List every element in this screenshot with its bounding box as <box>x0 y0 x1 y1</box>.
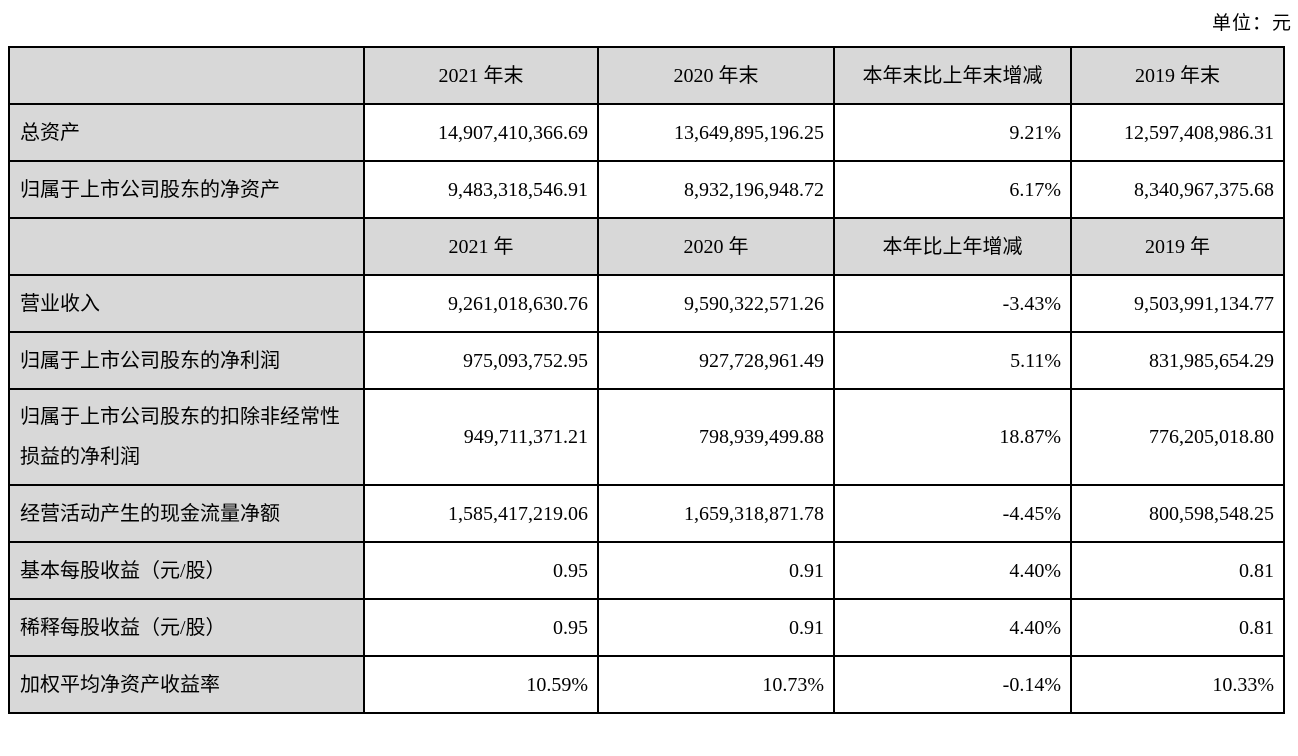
value-cell: 0.81 <box>1070 598 1285 657</box>
value-cell: 8,340,967,375.68 <box>1070 160 1285 219</box>
row-label-cell: 归属于上市公司股东的净利润 <box>8 331 365 390</box>
value-cell: 0.91 <box>597 598 835 657</box>
value-cell: 10.59% <box>363 655 599 714</box>
row-label-cell: 归属于上市公司股东的扣除非经常性损益的净利润 <box>8 388 365 486</box>
row-label-cell: 基本每股收益（元/股） <box>8 541 365 600</box>
column-header-cell: 2019 年末 <box>1070 46 1285 105</box>
table-row: 营业收入 9,261,018,630.76 9,590,322,571.26 -3.4… <box>8 274 1285 333</box>
table-row: 经营活动产生的现金流量净额 1,585,417,219.06 1,659,318,8… <box>8 484 1285 543</box>
value-cell: 1,585,417,219.06 <box>363 484 599 543</box>
corner-cell <box>8 46 365 105</box>
value-cell: 0.95 <box>363 541 599 600</box>
value-cell: 9,590,322,571.26 <box>597 274 835 333</box>
value-cell: 776,205,018.80 <box>1070 388 1285 486</box>
value-cell: 4.40% <box>833 598 1072 657</box>
value-cell: 0.95 <box>363 598 599 657</box>
value-cell: -3.43% <box>833 274 1072 333</box>
column-header-cell: 2021 年末 <box>363 46 599 105</box>
unit-label: 单位：元 <box>1211 13 1292 34</box>
row-label-cell: 加权平均净资产收益率 <box>8 655 365 714</box>
value-cell: 927,728,961.49 <box>597 331 835 390</box>
table-row: 加权平均净资产收益率 10.59% 10.73% -0.14% 10.33% <box>8 655 1285 714</box>
row-label-cell: 稀释每股收益（元/股） <box>8 598 365 657</box>
value-cell: 1,659,318,871.78 <box>597 484 835 543</box>
row-label-cell: 经营活动产生的现金流量净额 <box>8 484 365 543</box>
column-header-cell: 2019 年 <box>1070 217 1285 276</box>
table-row: 稀释每股收益（元/股） 0.95 0.91 4.40% 0.81 <box>8 598 1285 657</box>
value-cell: 9.21% <box>833 103 1072 162</box>
table-row: 归属于上市公司股东的扣除非经常性损益的净利润 949,711,371.21 798,… <box>8 388 1285 486</box>
value-cell: 975,093,752.95 <box>363 331 599 390</box>
value-cell: 798,939,499.88 <box>597 388 835 486</box>
value-cell: 14,907,410,366.69 <box>363 103 599 162</box>
value-cell: 9,503,991,134.77 <box>1070 274 1285 333</box>
value-cell: 0.81 <box>1070 541 1285 600</box>
row-label-cell: 归属于上市公司股东的净资产 <box>8 160 365 219</box>
value-cell: 4.40% <box>833 541 1072 600</box>
table-row: 总资产 14,907,410,366.69 13,649,895,196.25 9.2… <box>8 103 1285 162</box>
value-cell: 831,985,654.29 <box>1070 331 1285 390</box>
value-cell: -0.14% <box>833 655 1072 714</box>
value-cell: 8,932,196,948.72 <box>597 160 835 219</box>
financial-summary-table-body: 2021 年末 2020 年末 本年末比上年末增减 2019 年末 总资产 14,907,… <box>8 46 1285 714</box>
table-header-row: 2021 年末 2020 年末 本年末比上年末增减 2019 年末 <box>8 46 1285 105</box>
table-row: 归属于上市公司股东的净资产 9,483,318,546.91 8,932,196,9… <box>8 160 1285 219</box>
value-cell: 10.73% <box>597 655 835 714</box>
corner-cell <box>8 217 365 276</box>
column-header-cell: 本年比上年增减 <box>833 217 1072 276</box>
value-cell: 5.11% <box>833 331 1072 390</box>
table-row: 基本每股收益（元/股） 0.95 0.91 4.40% 0.81 <box>8 541 1285 600</box>
value-cell: 800,598,548.25 <box>1070 484 1285 543</box>
value-cell: 13,649,895,196.25 <box>597 103 835 162</box>
row-label-cell: 营业收入 <box>8 274 365 333</box>
row-label-cell: 总资产 <box>8 103 365 162</box>
value-cell: 9,261,018,630.76 <box>363 274 599 333</box>
table-header-row: 2021 年 2020 年本年比上年增减 2019 年 <box>8 217 1285 276</box>
column-header-cell: 本年末比上年末增减 <box>833 46 1072 105</box>
value-cell: 10.33% <box>1070 655 1285 714</box>
value-cell: 18.87% <box>833 388 1072 486</box>
column-header-cell: 2021 年 <box>363 217 599 276</box>
value-cell: 9,483,318,546.91 <box>363 160 599 219</box>
column-header-cell: 2020 年末 <box>597 46 835 105</box>
financial-summary-table: 2021 年末 2020 年末 本年末比上年末增减 2019 年末 总资产 14,907,… <box>8 46 1285 714</box>
value-cell: 6.17% <box>833 160 1072 219</box>
column-header-cell: 2020 年 <box>597 217 835 276</box>
value-cell: 12,597,408,986.31 <box>1070 103 1285 162</box>
table-row: 归属于上市公司股东的净利润 975,093,752.95 927,728,961.4… <box>8 331 1285 390</box>
value-cell: 0.91 <box>597 541 835 600</box>
value-cell: -4.45% <box>833 484 1072 543</box>
value-cell: 949,711,371.21 <box>363 388 599 486</box>
